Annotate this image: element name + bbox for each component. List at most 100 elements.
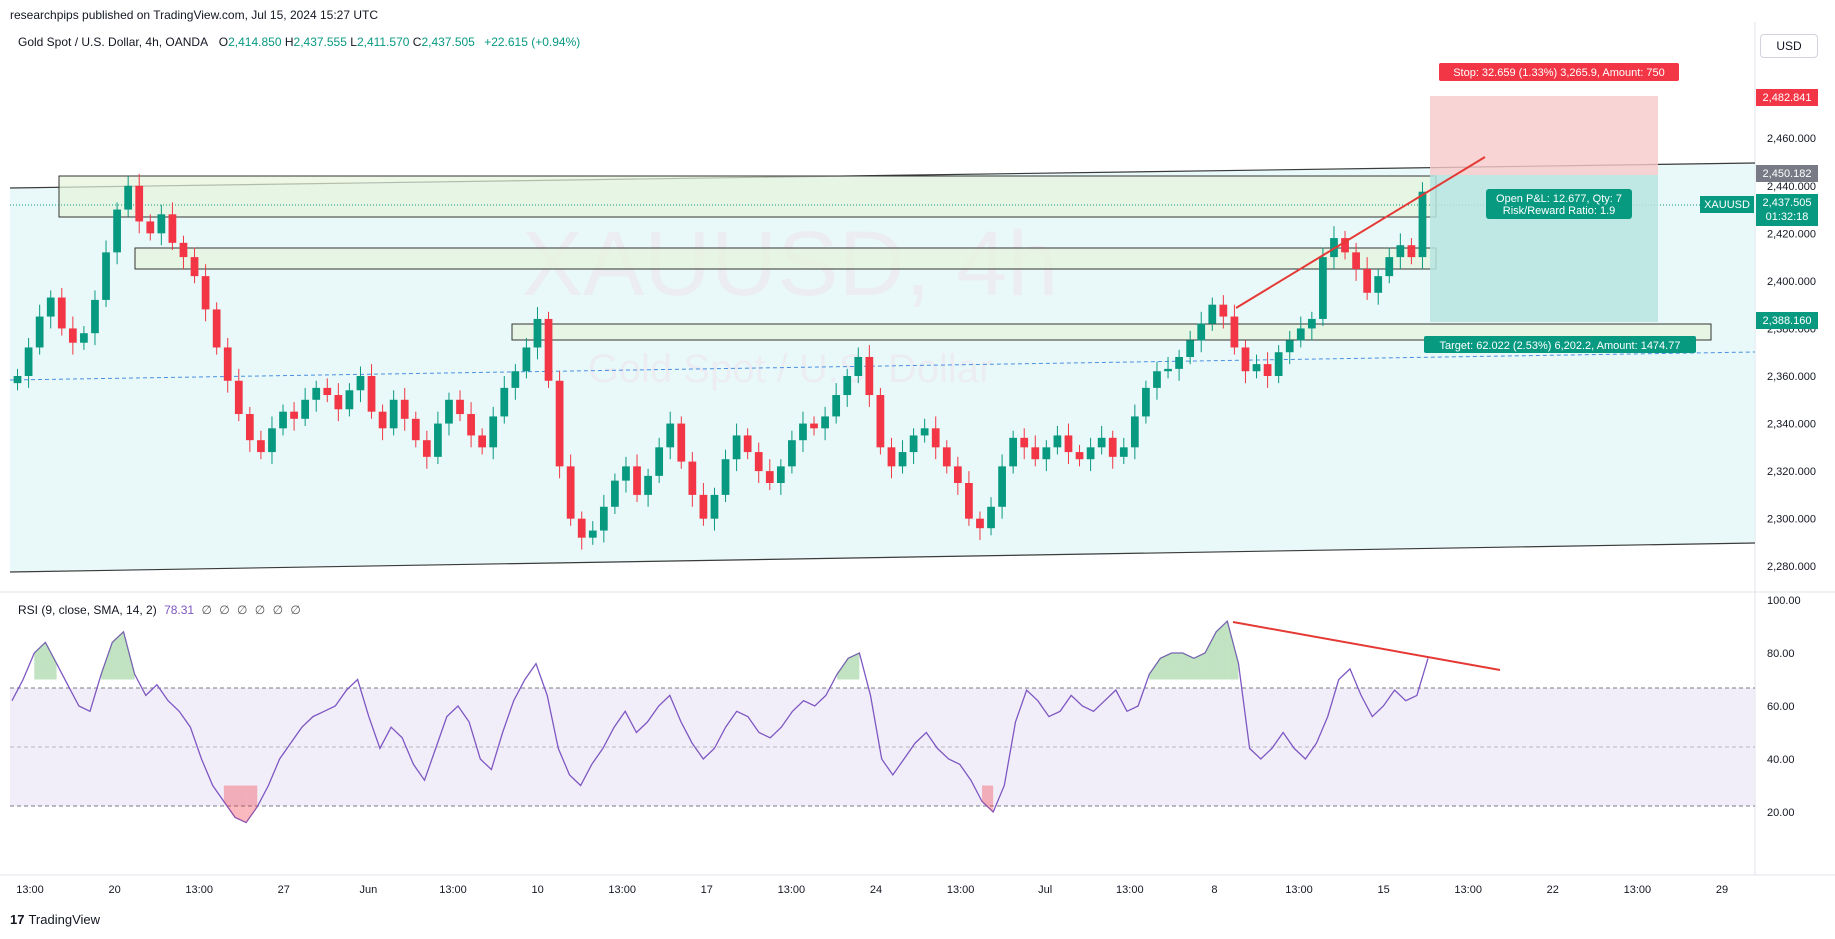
rsi-overbought-fill: [1193, 653, 1206, 680]
time-tick-label: Jul: [1038, 884, 1052, 896]
rsi-divergence-line[interactable]: [1232, 621, 1501, 671]
time-tick-label: 13:00: [1454, 884, 1482, 896]
candle-body: [201, 276, 210, 310]
time-tick-label: 22: [1547, 884, 1559, 896]
rsi-tick-label: 40.00: [1767, 754, 1795, 766]
candle-body: [1186, 340, 1195, 357]
low-value: 2,411.570: [356, 35, 410, 49]
candle-body: [1009, 437, 1018, 467]
candle-body: [577, 518, 586, 538]
last-price-badge: 2,437.505 01:32:18: [1756, 194, 1818, 226]
price-tick-label: 2,420.000: [1767, 228, 1816, 240]
time-tick-label: 20: [108, 884, 120, 896]
channel-lower-line[interactable]: [9, 542, 1756, 573]
rsi-tick-label: 60.00: [1767, 701, 1795, 713]
candle-body: [190, 257, 199, 277]
candle-body: [710, 494, 719, 519]
rsi-line: [11, 619, 1429, 824]
candle-body: [268, 428, 276, 453]
candlestick-series[interactable]: [13, 173, 1427, 550]
rsi-value: 78.31: [164, 603, 195, 617]
price-axis[interactable]: 2,460.0002,440.0002,420.0002,400.0002,38…: [1767, 133, 1816, 573]
price-chart[interactable]: XAUUSD, 4h Gold Spot / U.S. Dollar Stop:…: [0, 0, 1835, 905]
candle-body: [1407, 245, 1416, 258]
candle-body: [489, 416, 498, 448]
rsi-overbought-fill: [848, 653, 860, 680]
close-label: C: [412, 35, 422, 49]
rsi-label[interactable]: RSI (9, close, SMA, 14, 2): [18, 603, 157, 617]
candle-body: [865, 356, 874, 396]
candle-body: [57, 297, 66, 329]
candle-body: [533, 318, 542, 348]
candle-body: [821, 416, 829, 429]
price-tick-label: 2,340.000: [1767, 419, 1816, 431]
candle-body: [599, 506, 608, 531]
candle-body: [909, 435, 918, 453]
candle-body: [622, 466, 630, 481]
high-label: H: [284, 35, 294, 49]
candle-body: [1230, 316, 1239, 348]
candle-body: [788, 440, 796, 467]
time-axis[interactable]: 13:00 20 13:00 27 Jun 13:00 10 13:00 17 13:00 24 13…: [16, 884, 1728, 896]
stop-zone[interactable]: [1430, 96, 1658, 175]
candle-body: [965, 483, 973, 519]
candle-body: [1164, 368, 1172, 372]
candle-body: [411, 418, 420, 441]
high-value: 2,437.555: [293, 35, 347, 49]
symbol-tag-badge: XAUUSD: [1700, 196, 1754, 213]
candle-body: [179, 242, 188, 258]
candle-body: [1285, 340, 1294, 353]
candle-body: [843, 376, 852, 396]
candle-body: [46, 297, 55, 317]
candle-body: [500, 387, 509, 417]
candle-body: [1307, 318, 1316, 329]
candle-body: [832, 395, 841, 417]
resistance-zone-upper[interactable]: [58, 175, 1437, 218]
price-trendline[interactable]: [1235, 156, 1486, 309]
candle-body: [345, 390, 354, 410]
candle-body: [998, 466, 1006, 507]
symbol-title[interactable]: Gold Spot / U.S. Dollar, 4h, OANDA: [18, 35, 208, 49]
tradingview-logo[interactable]: 17 TradingView: [10, 912, 100, 927]
price-tick-label: 2,400.000: [1767, 276, 1816, 288]
candle-body: [467, 414, 475, 436]
time-tick-label: 24: [870, 884, 882, 896]
price-tick-label: 2,360.000: [1767, 371, 1816, 383]
candle-body: [1241, 347, 1250, 372]
candle-body: [1108, 437, 1117, 457]
candle-body: [555, 380, 564, 467]
stop-label-box: Stop: 32.659 (1.33%) 3,265.9, Amount: 75…: [1439, 63, 1679, 81]
candle-body: [721, 459, 730, 495]
time-tick-label: 13:00: [16, 884, 44, 896]
candle-body: [1319, 257, 1327, 319]
candle-body: [234, 380, 243, 415]
candle-body: [666, 423, 675, 448]
price-tick-label: 2,440.000: [1767, 181, 1816, 193]
target-price-badge: 2,388.160: [1756, 312, 1818, 329]
candle-body: [953, 466, 962, 483]
candle-body: [942, 447, 951, 467]
candle-body: [478, 435, 487, 448]
price-tick-label: 2,460.000: [1767, 133, 1816, 145]
time-tick-label: 13:00: [1624, 884, 1652, 896]
candle-body: [799, 423, 807, 441]
candle-body: [633, 466, 641, 495]
candle-body: [223, 347, 232, 381]
rsi-axis[interactable]: 100.00 80.00 60.00 40.00 20.00: [1767, 595, 1801, 819]
tradingview-mark-icon: 17: [10, 912, 25, 927]
low-label: L: [350, 35, 357, 49]
candle-body: [1097, 437, 1106, 448]
currency-selector[interactable]: USD: [1760, 34, 1818, 58]
rsi-overbought-fill: [45, 642, 57, 680]
rsi-overbought-fill: [1216, 621, 1228, 680]
pnl-label-box: Open P&L: 12.677, Qty: 7 Risk/Reward Rat…: [1486, 189, 1632, 219]
rsi-legend: RSI (9, close, SMA, 14, 2) 78.31 ∅ ∅ ∅ ∅…: [18, 603, 303, 617]
horizontal-dashed-level[interactable]: [9, 351, 1756, 381]
resistance-zone-middle[interactable]: [134, 247, 1437, 270]
rsi-overbought-fill: [112, 631, 124, 680]
support-zone[interactable]: [511, 323, 1712, 341]
rsi-series[interactable]: [11, 619, 1429, 824]
change-value: +22.615 (+0.94%): [484, 35, 581, 49]
candle-body: [445, 399, 453, 424]
candle-body: [1274, 352, 1283, 376]
